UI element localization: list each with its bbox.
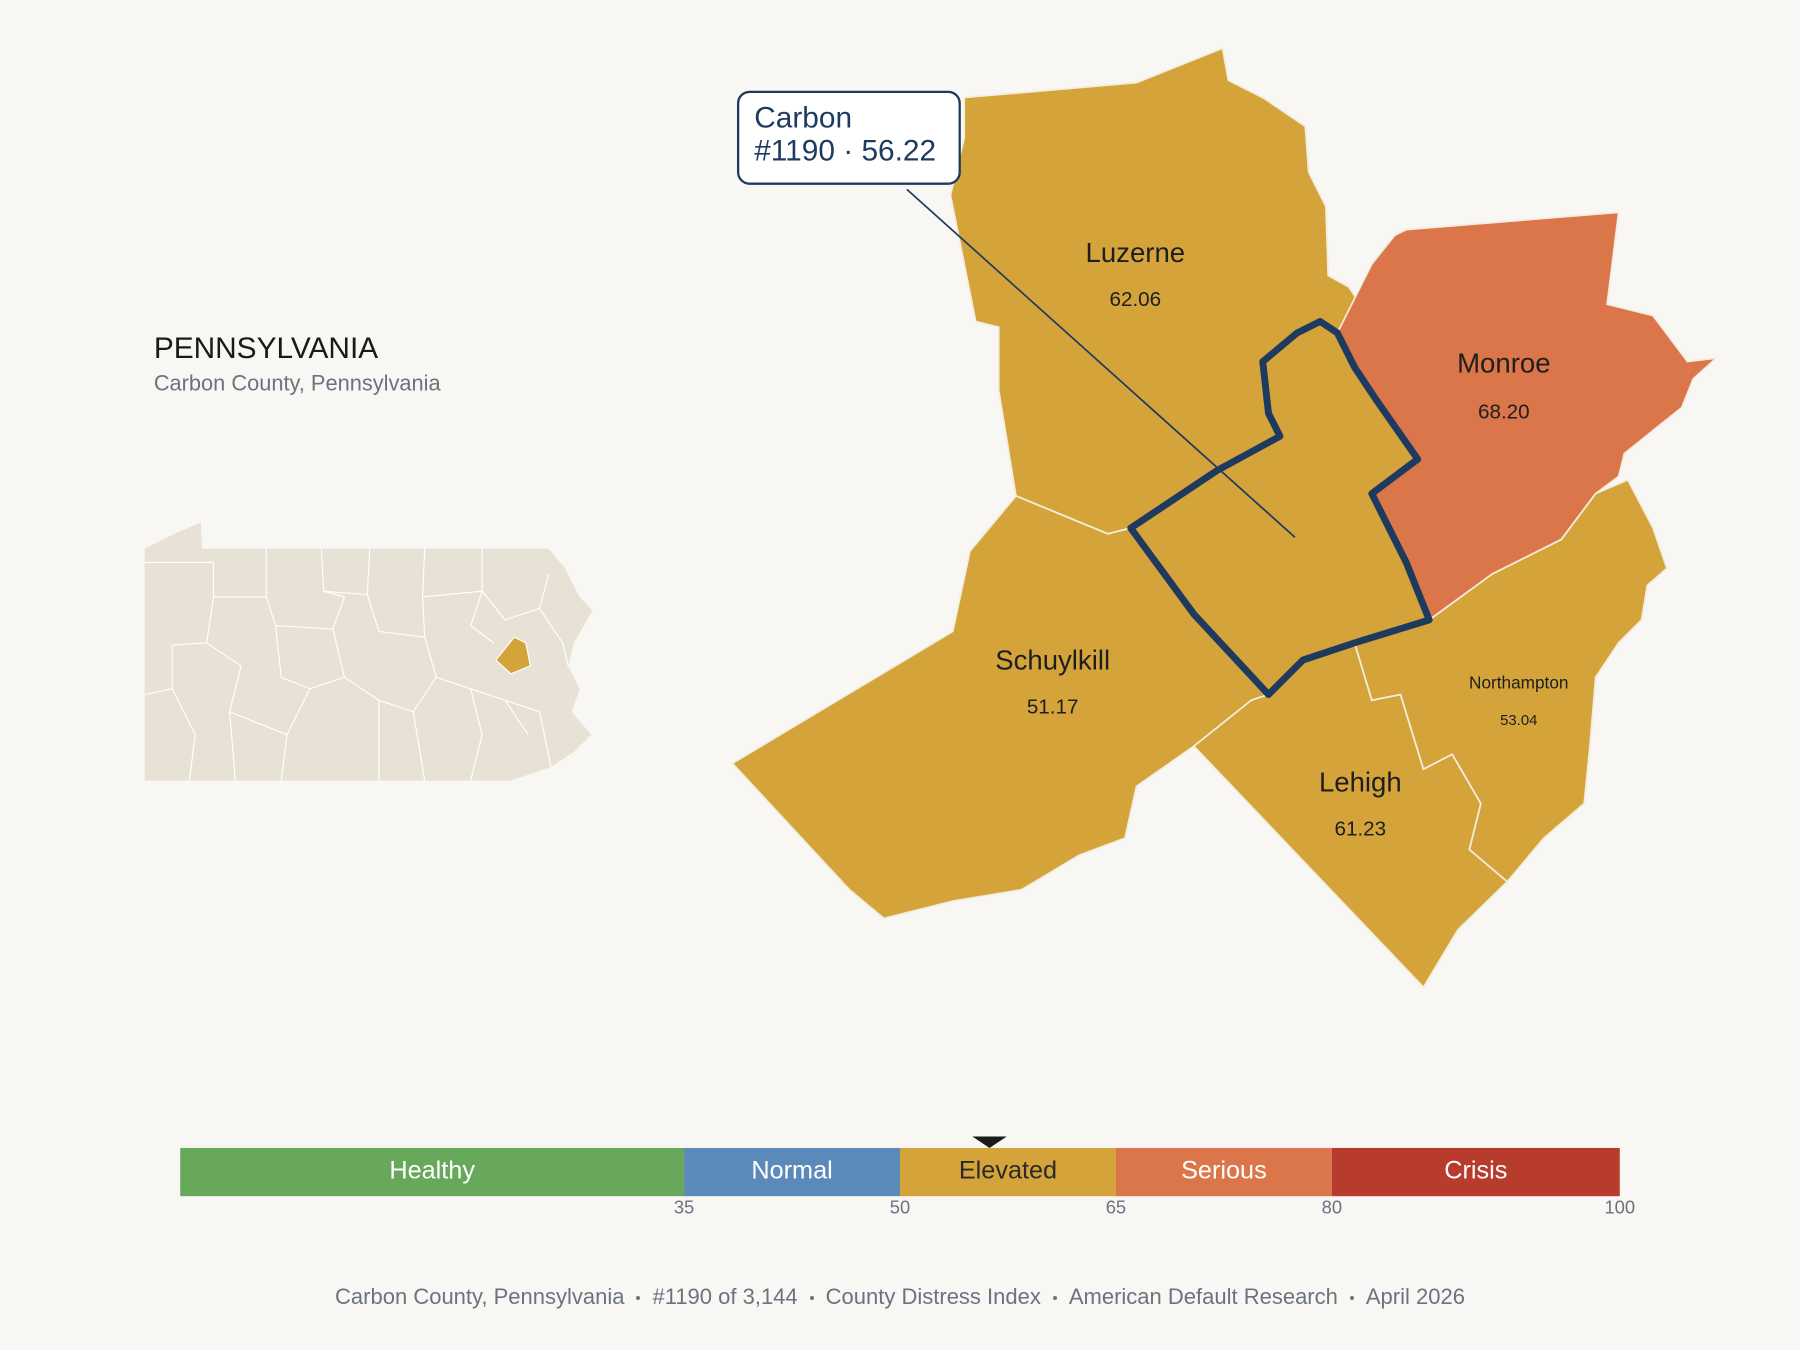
county-name: Schuylkill <box>995 645 1110 676</box>
county-value: 53.04 <box>1500 712 1537 729</box>
county-name: Monroe <box>1457 347 1550 378</box>
county-name: Lehigh <box>1319 766 1402 797</box>
callout-name: Carbon <box>754 101 852 134</box>
footer: Carbon County, Pennsylvania #1190 of 3,14… <box>0 1284 1800 1310</box>
separator <box>636 1296 641 1301</box>
legend-tick-label: 65 <box>1106 1197 1126 1218</box>
state-outline <box>144 522 593 781</box>
legend-band <box>684 1147 900 1197</box>
legend-tick-label: 80 <box>1322 1197 1342 1218</box>
separator <box>809 1296 814 1301</box>
separator <box>1052 1296 1057 1301</box>
legend-band <box>1115 1147 1332 1197</box>
county-name: Northampton <box>1469 673 1568 693</box>
footer-item: Carbon County, Pennsylvania <box>335 1284 625 1309</box>
counties <box>731 47 1719 989</box>
footer-item: County Distress Index <box>825 1284 1041 1309</box>
legend-band-label: Elevated <box>959 1157 1057 1185</box>
legend-band-label: Crisis <box>1444 1157 1507 1185</box>
legend-band-label: Normal <box>751 1157 832 1185</box>
legend-band <box>900 1147 1116 1197</box>
legend-band-label: Serious <box>1181 1157 1267 1185</box>
county-value: 68.20 <box>1478 401 1530 424</box>
legend-band-label: Healthy <box>389 1157 475 1185</box>
legend: Healthy Normal Elevated Serious Crisis 35 50 65… <box>180 1136 1635 1218</box>
county-name: Luzerne <box>1086 237 1186 268</box>
footer-item: American Default Research <box>1068 1284 1338 1309</box>
score-marker <box>972 1136 1007 1148</box>
county-value: 61.23 <box>1334 817 1386 840</box>
county-value: 62.06 <box>1109 288 1161 311</box>
legend-tick-label: 50 <box>890 1197 910 1218</box>
legend-band <box>180 1147 685 1197</box>
county-value: 51.17 <box>1027 696 1079 719</box>
footer-item: April 2026 <box>1365 1284 1465 1309</box>
footer-item: #1190 of 3,144 <box>652 1284 798 1309</box>
inset-county-lines <box>144 548 569 781</box>
leader-line <box>906 188 1296 538</box>
subtitle: Carbon County, Pennsylvania <box>154 370 442 395</box>
separator <box>1349 1296 1354 1301</box>
inset-selected-county <box>495 636 532 675</box>
legend-tick-label: 100 <box>1604 1197 1635 1218</box>
legend-tick-label: 35 <box>674 1197 694 1218</box>
county-selected <box>1127 317 1433 698</box>
legend-band <box>1331 1147 1620 1197</box>
county-northampton <box>1353 478 1668 883</box>
callout-box <box>736 90 961 185</box>
callout-detail: #1190 · 56.22 <box>754 135 936 168</box>
state-title: PENNSYLVANIA <box>154 332 378 365</box>
state-inset <box>144 522 593 781</box>
